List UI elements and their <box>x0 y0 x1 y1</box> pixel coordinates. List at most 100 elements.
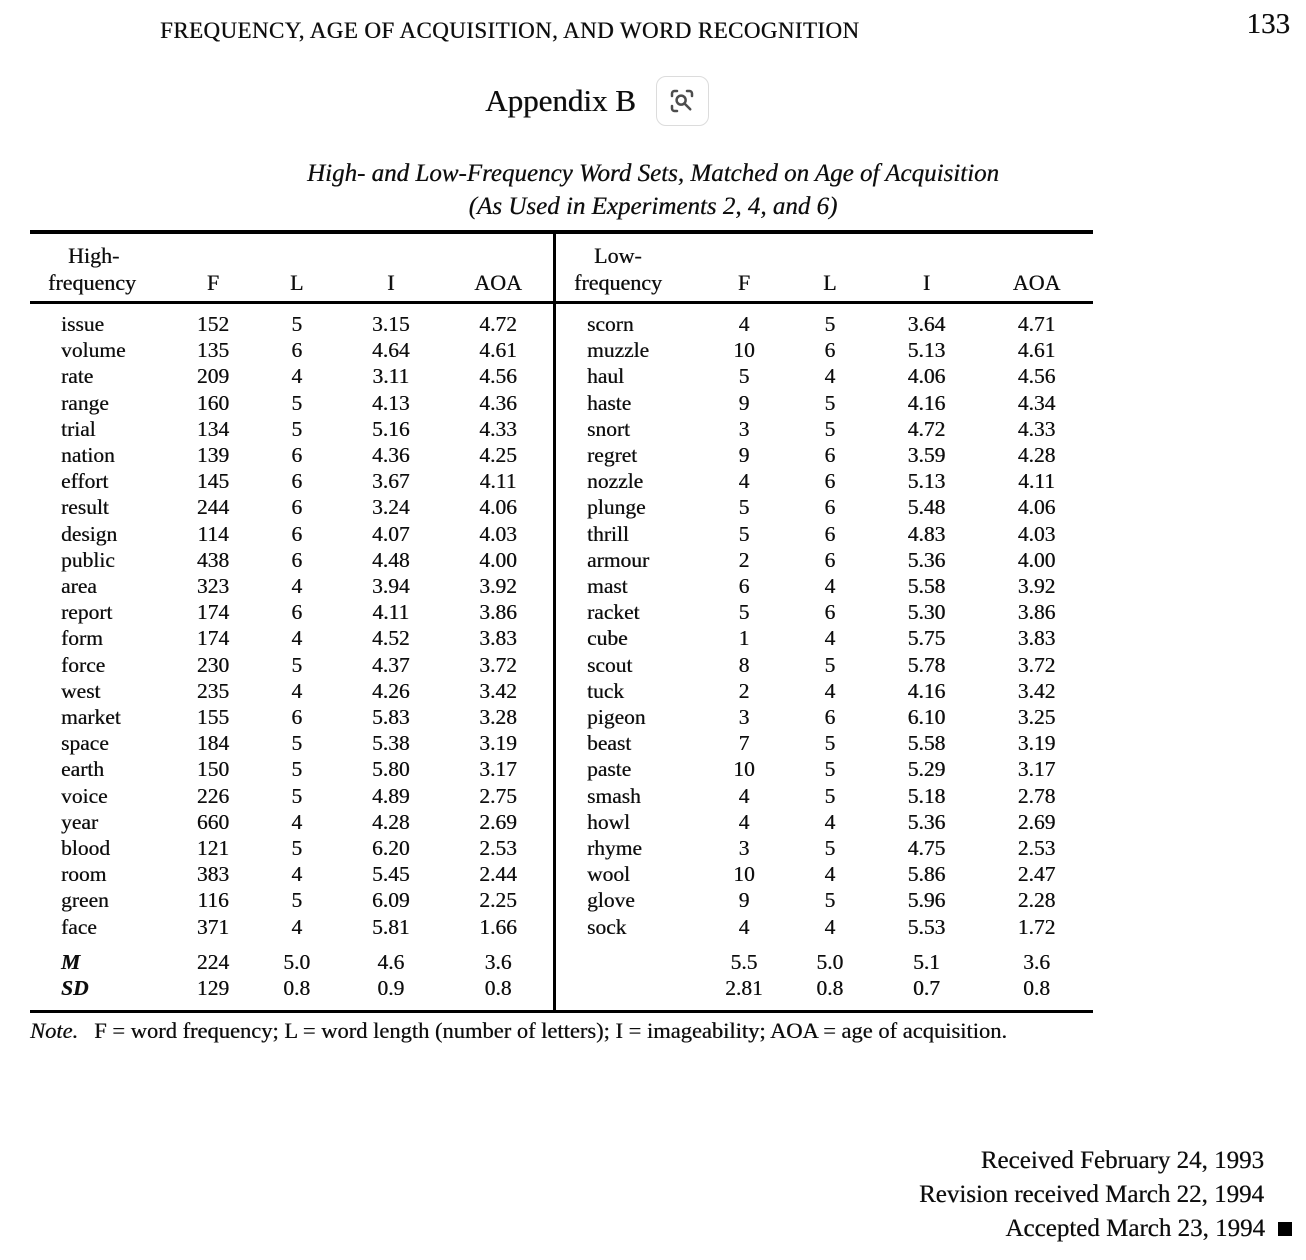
value-cell: 10 <box>733 862 755 887</box>
value-cell: 1.66 <box>479 914 517 939</box>
table-row: beast 7 5 5.58 3.19 <box>556 730 1093 756</box>
stat-value-cell: 0.8 <box>816 976 844 1001</box>
value-cell: 244 <box>196 495 230 520</box>
value-cell: 5 <box>738 364 750 389</box>
revision-received-date: Revision received March 22, 1994 <box>918 1181 1264 1208</box>
value-cell: 4.72 <box>479 312 517 336</box>
value-cell: 6 <box>291 338 303 363</box>
value-cell: 4.28 <box>372 809 410 834</box>
table-row: plunge 5 6 5.48 4.06 <box>556 494 1093 520</box>
value-cell: 5.18 <box>907 783 946 808</box>
value-cell: 3 <box>738 416 750 441</box>
word-cell: howl <box>587 809 630 834</box>
value-cell: 4.16 <box>907 390 946 415</box>
table-row: year 660 4 4.28 2.69 <box>30 809 553 835</box>
word-cell: range <box>61 390 109 415</box>
column-header-l: L <box>823 270 837 295</box>
value-cell: 6 <box>824 495 836 520</box>
value-cell: 5 <box>824 731 836 756</box>
value-cell: 134 <box>196 416 230 441</box>
table-row: space 184 5 5.38 3.19 <box>30 730 553 756</box>
value-cell: 4.00 <box>1017 547 1056 572</box>
table-row: tuck 2 4 4.16 3.42 <box>556 678 1093 704</box>
stat-label <box>556 949 701 975</box>
value-cell: 383 <box>196 862 230 887</box>
value-cell: 4 <box>291 364 303 389</box>
stat-value-cell: 2.81 <box>725 976 763 1001</box>
word-cell: haul <box>587 364 625 389</box>
value-cell: 2.78 <box>1017 783 1056 808</box>
value-cell: 3.42 <box>479 678 517 703</box>
table-row: public 438 6 4.48 4.00 <box>30 547 553 573</box>
table-title: High- and Low-Frequency Word Sets, Match… <box>0 157 1306 223</box>
zoom-image-button[interactable] <box>655 76 709 126</box>
value-cell: 3.67 <box>372 469 410 494</box>
stats-rows: M 224 5.0 4.6 3.6 SD 129 0.8 0.9 0.8 <box>30 949 553 1010</box>
value-cell: 4.48 <box>372 547 410 572</box>
table-row: earth 150 5 5.80 3.17 <box>30 756 553 782</box>
appendix-heading-row: Appendix B <box>0 76 1250 126</box>
value-cell: 4 <box>824 914 836 939</box>
value-cell: 5 <box>291 888 303 913</box>
value-cell: 6 <box>824 469 836 494</box>
column-header-i: I <box>922 270 931 295</box>
column-header-word-line2: frequency <box>574 270 662 295</box>
value-cell: 160 <box>196 390 230 415</box>
value-cell: 4.64 <box>372 338 410 363</box>
column-headers: Low-frequency F L I AOA <box>556 234 1093 304</box>
high-frequency-half: High-frequency F L I AOA issue 152 5 3.15 4.72 vol… <box>30 234 556 1011</box>
value-cell: 323 <box>196 574 230 599</box>
word-cell: market <box>61 705 121 730</box>
value-cell: 3.24 <box>372 495 410 520</box>
table-row: green 116 5 6.09 2.25 <box>30 887 553 913</box>
table-row: design 114 6 4.07 4.03 <box>30 521 553 547</box>
value-cell: 9 <box>738 888 750 913</box>
value-cell: 2 <box>738 547 750 572</box>
value-cell: 3.59 <box>907 443 946 468</box>
stat-value-cell: 0.9 <box>377 976 405 1001</box>
value-cell: 4.25 <box>479 443 517 468</box>
page-number: 133 <box>1246 8 1291 40</box>
word-cell: design <box>61 521 118 546</box>
table-body: scorn 4 5 3.64 4.71 muzzle 10 6 5.13 4.61 haul 5 4 4.… <box>556 304 1093 940</box>
table-row: nozzle 4 6 5.13 4.11 <box>556 468 1093 494</box>
word-cell: plunge <box>587 495 646 520</box>
value-cell: 4 <box>824 862 836 887</box>
value-cell: 6 <box>291 600 303 625</box>
column-header-i: I <box>387 270 395 295</box>
table-row: area 323 4 3.94 3.92 <box>30 573 553 599</box>
word-cell: snort <box>587 416 630 441</box>
word-sets-table: High-frequency F L I AOA issue 152 5 3.15 4.72 vol… <box>30 230 1093 1014</box>
value-cell: 3.19 <box>1017 731 1056 756</box>
word-cell: year <box>61 809 98 834</box>
value-cell: 3.72 <box>1017 652 1056 677</box>
value-cell: 235 <box>196 678 230 703</box>
value-cell: 6 <box>291 469 303 494</box>
value-cell: 121 <box>196 836 230 861</box>
word-cell: rate <box>61 364 94 389</box>
value-cell: 5.48 <box>907 495 946 520</box>
table-row: armour 2 6 5.36 4.00 <box>556 547 1093 573</box>
value-cell: 230 <box>196 652 230 677</box>
value-cell: 3.17 <box>1017 757 1056 782</box>
value-cell: 6 <box>291 705 303 730</box>
stat-value-cell: 5.0 <box>816 949 844 974</box>
word-cell: racket <box>587 600 640 625</box>
stat-value-cell: 5.5 <box>730 949 758 974</box>
value-cell: 6 <box>824 338 836 363</box>
value-cell: 438 <box>196 547 230 572</box>
word-cell: room <box>61 862 107 887</box>
value-cell: 6.10 <box>907 705 946 730</box>
word-cell: thrill <box>587 521 629 546</box>
table-body: issue 152 5 3.15 4.72 volume 135 6 4.64 4.61 rate 2… <box>30 304 553 940</box>
word-cell: effort <box>61 469 109 494</box>
column-header-word: Low-frequency <box>556 242 701 296</box>
value-cell: 3.17 <box>479 757 517 782</box>
value-cell: 3.28 <box>479 705 517 730</box>
value-cell: 4.28 <box>1017 443 1056 468</box>
value-cell: 6 <box>291 521 303 546</box>
value-cell: 4.00 <box>479 547 517 572</box>
value-cell: 3 <box>738 836 750 861</box>
table-row: force 230 5 4.37 3.72 <box>30 652 553 678</box>
table-row: haul 5 4 4.06 4.56 <box>556 363 1093 389</box>
